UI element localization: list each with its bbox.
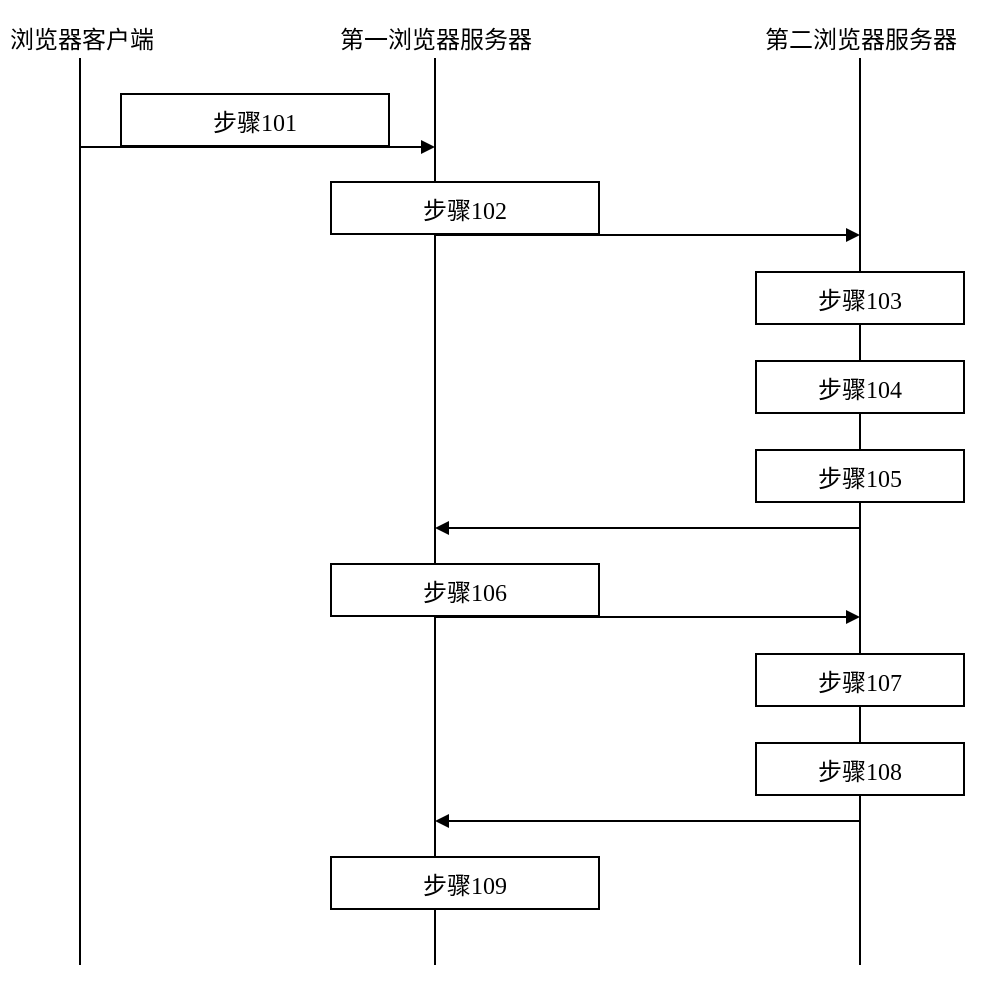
- lifeline-server2: [859, 58, 861, 965]
- arrow-head-102: [846, 228, 860, 242]
- step-box-101: 步骤101: [120, 93, 390, 147]
- arrow-head-101: [421, 140, 435, 154]
- participant-label-server1: 第一浏览器服务器: [340, 20, 532, 55]
- step-box-107: 步骤107: [755, 653, 965, 707]
- arrow-head-108: [435, 814, 449, 828]
- step-box-109: 步骤109: [330, 856, 600, 910]
- step-box-103: 步骤103: [755, 271, 965, 325]
- arrow-108: [447, 820, 860, 822]
- step-box-108: 步骤108: [755, 742, 965, 796]
- step-box-104: 步骤104: [755, 360, 965, 414]
- arrow-head-106: [846, 610, 860, 624]
- arrow-head-105: [435, 521, 449, 535]
- step-box-105: 步骤105: [755, 449, 965, 503]
- step-box-106: 步骤106: [330, 563, 600, 617]
- participant-label-client: 浏览器客户端: [10, 20, 154, 55]
- lifeline-client: [79, 58, 81, 965]
- arrow-105: [447, 527, 860, 529]
- participant-label-server2: 第二浏览器服务器: [765, 20, 957, 55]
- step-box-102: 步骤102: [330, 181, 600, 235]
